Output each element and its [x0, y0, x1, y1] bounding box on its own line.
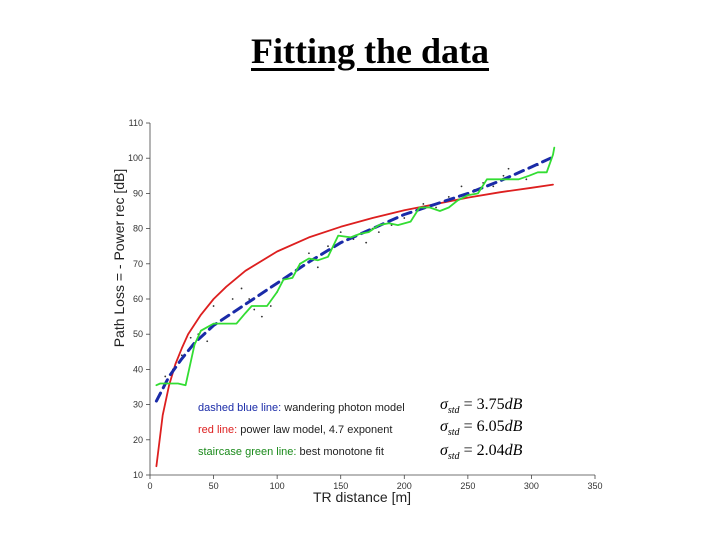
scatter-point — [435, 206, 437, 209]
scatter-point — [164, 375, 167, 378]
scatter-point — [316, 266, 319, 269]
scatter-point — [180, 354, 183, 357]
sigma-symbol: σ — [440, 396, 449, 413]
x-tick-label: 100 — [270, 481, 285, 491]
scatter-point — [308, 252, 310, 255]
scatter-point — [253, 308, 256, 311]
legend-colon-green: : — [293, 446, 296, 458]
series-line-staircase-green-line — [155, 146, 556, 387]
sigma-green: σstd = 2.04dB — [440, 442, 523, 462]
legend-item-blue: dashed blue line: wandering photon model — [198, 402, 405, 414]
scatter-point — [377, 231, 380, 234]
scatter-point — [507, 167, 510, 170]
y-tick-label: 10 — [133, 470, 143, 480]
sigma-symbol: σ — [440, 418, 449, 435]
y-axis: 10 20 30 40 50 60 70 80 90 100 110 — [128, 118, 151, 480]
scatter-point — [240, 287, 243, 290]
y-tick-label: 30 — [133, 400, 143, 410]
x-axis-label: TR distance [m] — [313, 489, 411, 505]
scatter-point — [231, 298, 234, 300]
x-tick-label: 200 — [397, 481, 412, 491]
x-tick-label: 300 — [524, 481, 539, 491]
x-tick-label: 150 — [333, 481, 348, 491]
legend-name-red: red line — [198, 424, 234, 436]
legend-desc-red: power law model, 4.7 exponent — [240, 424, 392, 436]
x-tick-label: 250 — [460, 481, 475, 491]
scatter-point — [422, 203, 425, 205]
y-tick-label: 80 — [133, 224, 143, 234]
legend-colon-blue: : — [278, 402, 281, 414]
legend-name-blue: dashed blue line — [198, 402, 278, 414]
scatter-point — [365, 241, 368, 244]
sigma-sub-red: std — [448, 427, 461, 438]
legend-item-green: staircase green line: best monotone fit — [198, 446, 384, 458]
legend-item-red: red line: power law model, 4.7 exponent — [198, 424, 392, 436]
y-tick-label: 40 — [133, 364, 143, 374]
series-lines — [154, 146, 556, 468]
scatter-points — [164, 164, 546, 378]
sigma-symbol: σ — [440, 442, 449, 459]
scatter-point — [206, 340, 209, 343]
equals-sign: = — [460, 442, 477, 459]
y-tick-label: 100 — [128, 153, 143, 163]
sigma-sub-blue: std — [448, 405, 461, 416]
y-tick-label: 20 — [133, 435, 143, 445]
sigma-blue: σstd = 3.75dB — [440, 396, 523, 416]
x-tick-label: 50 — [209, 481, 219, 491]
scatter-point — [189, 336, 192, 339]
scatter-point — [447, 196, 450, 198]
sigma-value-green: 2.04 — [477, 442, 505, 459]
y-tick-label: 90 — [133, 188, 143, 198]
sigma-unit-green: dB — [505, 442, 523, 459]
x-tick-label: 350 — [587, 481, 602, 491]
y-tick-label: 110 — [129, 118, 143, 128]
scatter-point — [269, 305, 272, 307]
scatter-point — [260, 315, 263, 318]
x-tick-label: 0 — [147, 481, 152, 491]
equals-sign: = — [460, 418, 477, 435]
legend-desc-blue: wandering photon model — [283, 402, 404, 414]
sigma-red: σstd = 6.05dB — [440, 418, 523, 438]
slide-title: Fitting the data — [251, 31, 489, 71]
scatter-point — [525, 178, 528, 181]
legend-desc-green: best monotone fit — [300, 446, 384, 458]
legend: dashed blue line: wandering photon model… — [198, 402, 405, 458]
sigma-unit-red: dB — [505, 418, 523, 435]
scatter-point — [327, 245, 329, 248]
x-axis: 0 50 100 150 200 250 300 350 — [147, 474, 603, 491]
y-axis-label: Path Loss = - Power rec [dB] — [111, 169, 127, 348]
series-line-dashed-blue-line — [154, 156, 552, 403]
legend-colon-red: : — [234, 424, 237, 436]
sigma-sub-green: std — [448, 451, 461, 462]
y-tick-label: 60 — [133, 294, 143, 304]
scatter-point — [460, 185, 463, 188]
sigma-value-blue: 3.75 — [477, 396, 505, 413]
y-tick-label: 50 — [133, 329, 143, 339]
legend-name-green: staircase green line — [198, 446, 293, 458]
sigma-annotations: σstd = 3.75dB σstd = 6.05dB σstd = 2.04d… — [440, 396, 523, 462]
scatter-point — [403, 217, 406, 219]
scatter-point — [502, 174, 505, 177]
y-tick-label: 70 — [133, 259, 143, 269]
equals-sign: = — [460, 396, 477, 413]
sigma-value-red: 6.05 — [477, 418, 505, 435]
scatter-point — [248, 298, 251, 300]
scatter-point — [212, 305, 215, 307]
sigma-unit-blue: dB — [505, 396, 523, 413]
scatter-point — [339, 231, 342, 234]
scatter-point — [492, 185, 495, 188]
